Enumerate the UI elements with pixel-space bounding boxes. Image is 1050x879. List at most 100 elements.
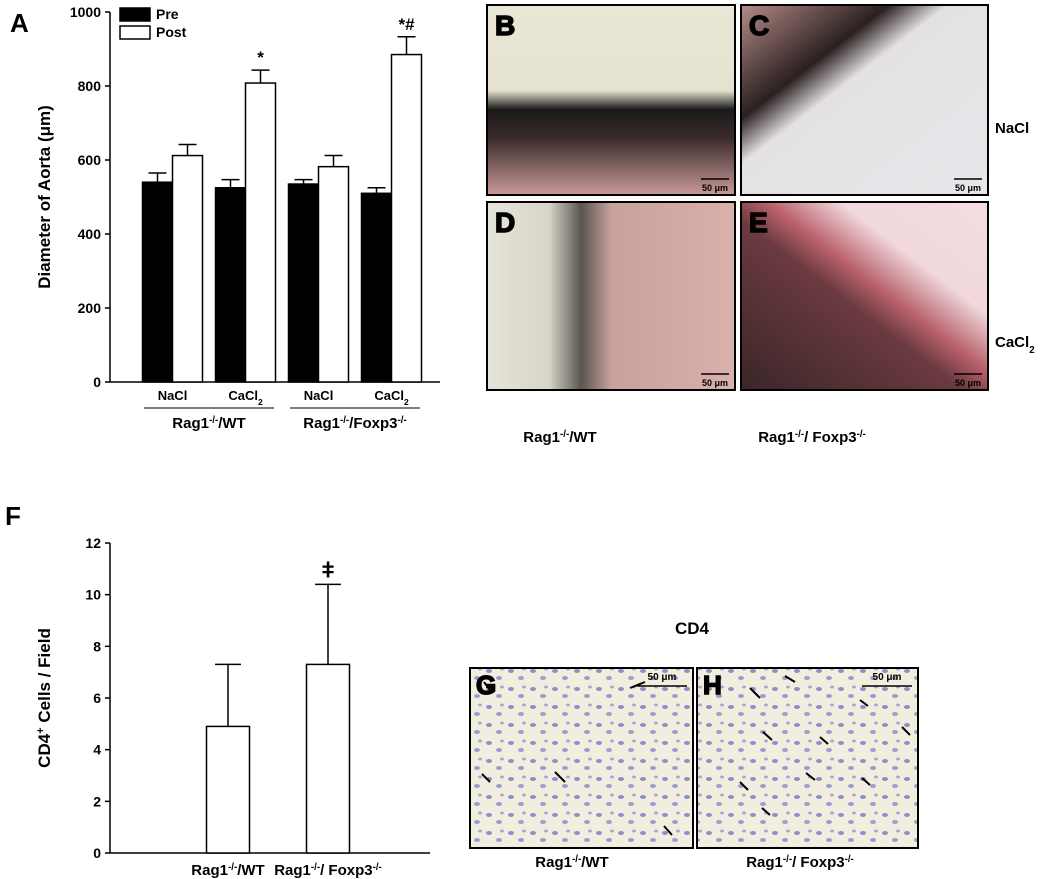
y-tick-label: 4: [93, 742, 101, 758]
scale-label: 50 μm: [702, 378, 728, 388]
panel-letter: D: [495, 207, 515, 238]
text-part: NaCl: [158, 388, 188, 403]
x-tick-label: Rag1-/-/WT: [191, 862, 264, 879]
text-part: CaCl: [995, 334, 1029, 351]
row-label: CaCl2: [995, 334, 1035, 356]
panel-letter: G: [476, 670, 496, 700]
micrograph: [469, 667, 694, 849]
text-part: / Foxp3: [320, 862, 373, 879]
y-axis-label: CD4+ Cells / Field: [35, 628, 54, 768]
bar: [141, 181, 174, 383]
panel-letter: C: [749, 10, 769, 41]
y-tick-label: 0: [93, 845, 101, 861]
text-part: -/-: [398, 415, 407, 426]
text-part: /WT: [581, 854, 609, 871]
legend-label: Pre: [156, 6, 179, 22]
y-tick-label: 6: [93, 690, 101, 706]
micrograph: [740, 201, 989, 391]
panel-letter: H: [703, 670, 722, 700]
y-tick-label: 8: [93, 638, 101, 654]
bar: [390, 53, 423, 383]
text-part: -/-: [845, 854, 854, 865]
text-part: NaCl: [995, 120, 1029, 137]
annotation: *: [257, 48, 264, 67]
text-part: -/-: [373, 862, 382, 873]
text-part: 2: [404, 397, 409, 407]
annotation: ǂ: [322, 557, 335, 582]
text-part: /WT: [218, 415, 246, 432]
y-tick-label: 1000: [70, 4, 101, 20]
bar: [205, 725, 251, 854]
arrows: [481, 675, 911, 836]
text-part: CaCl: [228, 388, 258, 403]
legend-swatch: [119, 7, 151, 22]
panel-letter: F: [5, 501, 21, 531]
y-tick-label: 200: [78, 300, 102, 316]
y-tick-label: 2: [93, 793, 101, 809]
text-part: Rag1: [303, 415, 340, 432]
text-part: Rag1: [523, 429, 560, 446]
y-tick-label: 0: [93, 374, 101, 390]
group-label: Rag1-/-/Foxp3-/-: [303, 415, 406, 433]
text-part: -/-: [857, 429, 866, 440]
cd4-label: Rag1-/-/WT: [535, 854, 608, 872]
row-label: NaCl: [995, 120, 1029, 137]
bar: [244, 82, 277, 383]
micrograph: [696, 667, 919, 849]
text-part: Rag1: [172, 415, 209, 432]
text-part: -/-: [228, 862, 237, 873]
text-part: -/-: [560, 429, 569, 440]
text-part: +: [35, 727, 47, 733]
text-part: /WT: [237, 862, 265, 879]
y-tick-label: 400: [78, 226, 102, 242]
text-part: Rag1: [274, 862, 311, 879]
bar: [214, 187, 247, 383]
text-part: /Foxp3: [349, 415, 397, 432]
y-tick-label: 12: [85, 535, 101, 551]
y-tick-label: 600: [78, 152, 102, 168]
y-axis-label: Diameter of Aorta (μm): [35, 105, 54, 289]
text-part: -/-: [340, 415, 349, 426]
text-part: Rag1: [535, 854, 572, 871]
text-part: Rag1: [191, 862, 228, 879]
text-part: 2: [258, 397, 263, 407]
text-part: -/-: [795, 429, 804, 440]
text-part: -/-: [209, 415, 218, 426]
x-tick-label: CaCl2: [374, 388, 409, 407]
x-tick-label: CaCl2: [228, 388, 263, 407]
text-part: /WT: [569, 429, 597, 446]
bar: [287, 183, 320, 383]
text-part: / Foxp3: [804, 429, 857, 446]
scale-label: 50 μm: [955, 183, 981, 193]
y-tick-label: 800: [78, 78, 102, 94]
text-part: CaCl: [374, 388, 404, 403]
x-tick-label: NaCl: [158, 388, 188, 403]
text-part: -/-: [783, 854, 792, 865]
bar: [317, 165, 350, 383]
scale-label: 50 μm: [648, 672, 677, 683]
bar: [171, 154, 204, 383]
x-tick-label: NaCl: [304, 388, 334, 403]
text-part: -/-: [572, 854, 581, 865]
legend-swatch: [119, 25, 151, 40]
text-part: CD4: [35, 733, 54, 768]
text-part: -/-: [311, 862, 320, 873]
text-part: Rag1: [746, 854, 783, 871]
text-part: / Foxp3: [792, 854, 845, 871]
panel-letter: A: [10, 8, 29, 38]
panel-letter: E: [749, 207, 768, 238]
col-label: Rag1-/-/ Foxp3-/-: [758, 429, 866, 447]
x-tick-label: Rag1-/-/ Foxp3-/-: [274, 862, 382, 879]
panel-letter: B: [495, 10, 515, 41]
text-part: 2: [1029, 345, 1035, 356]
micrograph: [740, 4, 989, 196]
y-tick-label: 10: [85, 587, 101, 603]
scale-label: 50 μm: [873, 672, 902, 683]
text-part: Diameter of Aorta (μm): [35, 105, 54, 289]
text-part: Rag1: [758, 429, 795, 446]
bar: [360, 192, 393, 383]
text-part: NaCl: [304, 388, 334, 403]
micrograph: [486, 4, 736, 196]
cd4-label: Rag1-/-/ Foxp3-/-: [746, 854, 854, 872]
